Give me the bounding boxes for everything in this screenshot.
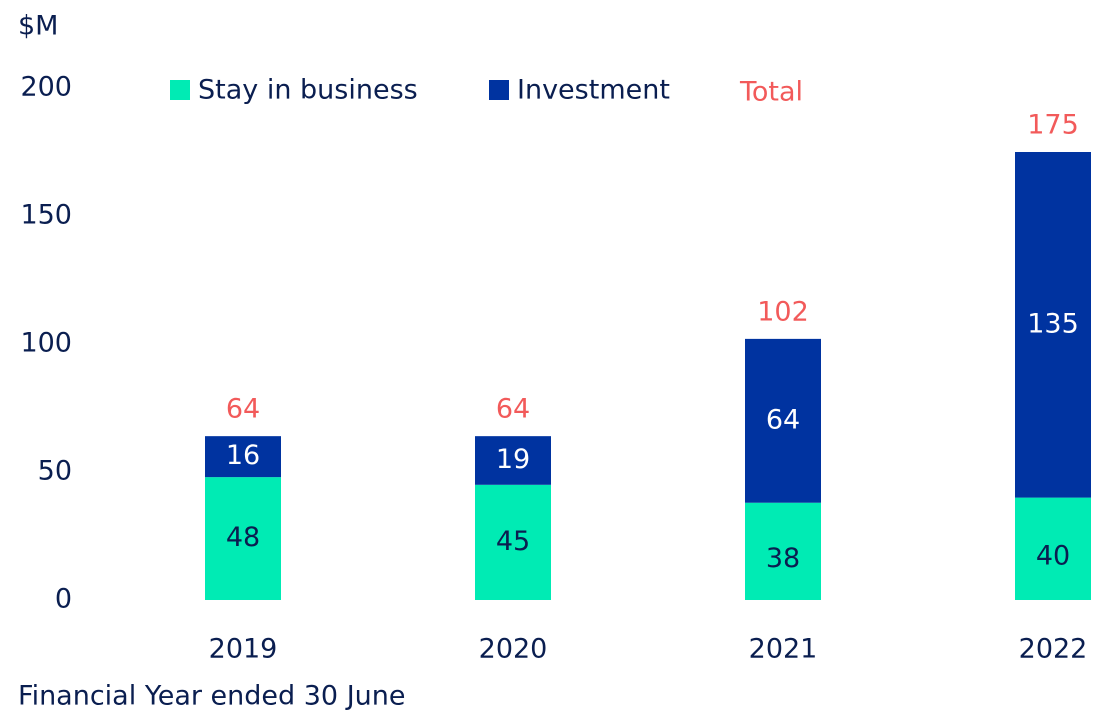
y-tick-label: 0	[55, 584, 72, 615]
y-tick-label: 200	[20, 72, 72, 103]
bar-segment	[745, 502, 821, 600]
data-label: 45	[496, 526, 530, 557]
data-label: 16	[226, 440, 260, 471]
y-axis-label: $M	[18, 11, 58, 42]
legend-label: Investment	[517, 75, 670, 106]
x-tick-label: 2022	[1019, 634, 1088, 665]
bar-segment	[205, 477, 281, 600]
legend-swatch	[170, 80, 190, 100]
data-label: 48	[226, 522, 260, 553]
x-tick-label: 2019	[209, 634, 278, 665]
bar-segment	[1015, 152, 1091, 498]
y-tick-label: 50	[38, 456, 72, 487]
data-label: 40	[1036, 540, 1070, 571]
x-tick-label: 2020	[479, 634, 548, 665]
legend-swatch	[489, 80, 509, 100]
data-label: 38	[766, 543, 800, 574]
y-tick-label: 100	[20, 328, 72, 359]
y-tick-label: 150	[20, 200, 72, 231]
x-axis-label: Financial Year ended 30 June	[18, 681, 406, 712]
total-label: 175	[1027, 110, 1079, 141]
total-label: 102	[757, 296, 809, 327]
legend-label: Total	[739, 77, 803, 108]
bar-segment	[475, 436, 551, 485]
total-label: 64	[496, 394, 530, 425]
bar-segment	[745, 338, 821, 503]
bar-segment	[475, 484, 551, 600]
data-label: 135	[1027, 308, 1079, 339]
total-label: 64	[226, 394, 260, 425]
data-label: 64	[766, 404, 800, 435]
bar-segment	[205, 436, 281, 478]
bar-segment	[1015, 497, 1091, 600]
x-tick-label: 2021	[749, 634, 818, 665]
data-label: 19	[496, 444, 530, 475]
legend-label: Stay in business	[198, 75, 418, 106]
